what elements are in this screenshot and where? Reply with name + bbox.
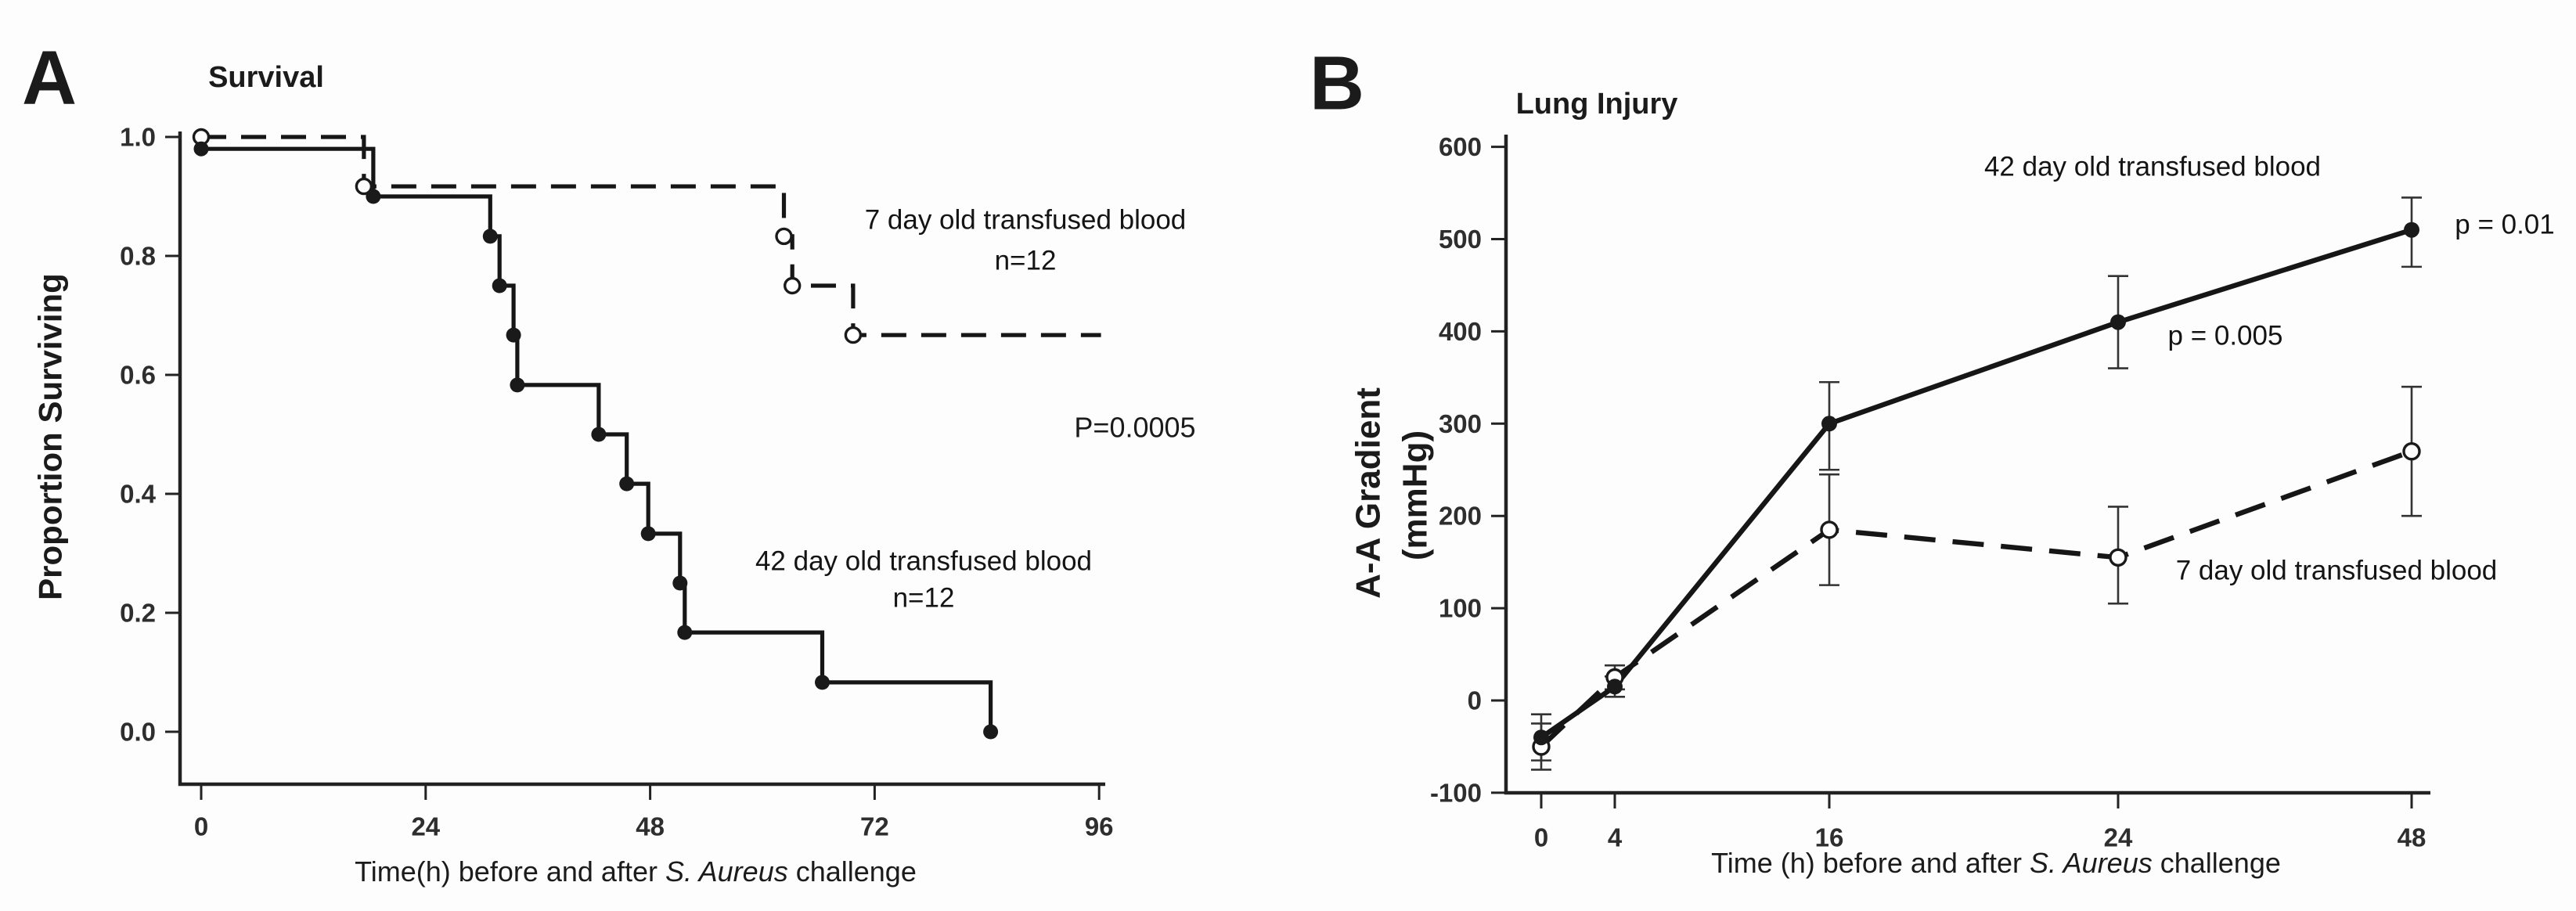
- open-circle: [2109, 548, 2127, 567]
- panel-a-y-axis-title: Proportion Surviving: [32, 273, 69, 600]
- y-tick-label: 100: [1439, 594, 1482, 623]
- filled-circle: [591, 427, 607, 442]
- panel-b-x-axis-title: Time (h) before and after S. Aureus chal…: [1711, 847, 2281, 879]
- p-label-24h: p = 0.005: [2168, 321, 2283, 351]
- p-value-label: P=0.0005: [1074, 412, 1195, 444]
- p-label-48h: p = 0.01: [2455, 210, 2554, 240]
- y-tick-label: 600: [1439, 132, 1482, 161]
- panel-b-title: Lung Injury: [1516, 88, 1678, 121]
- panel-a-x-title-prefix: Time(h) before and after: [355, 855, 665, 888]
- filled-circle: [510, 377, 525, 393]
- panel-a-axes: [178, 131, 1105, 787]
- panel-b-y-axis-title-line2: (mmHg): [1396, 430, 1435, 560]
- x-tick-label: 72: [860, 812, 889, 841]
- open-circle: [2402, 442, 2421, 461]
- panel-a-title: Survival: [208, 61, 324, 94]
- y-tick-label: 0.2: [120, 599, 156, 628]
- x-tick-label: 0: [194, 812, 208, 841]
- x-tick-label: 0: [1534, 823, 1548, 852]
- open-circle: [844, 326, 863, 344]
- y-tick-label: 200: [1439, 502, 1482, 531]
- survival-panel: A Survival Proportion Surviving 1.0 0.8 0.…: [22, 35, 1196, 888]
- filled-circle: [1821, 416, 1837, 432]
- filled-circle: [482, 229, 498, 244]
- x-tick-label: 96: [1085, 812, 1114, 841]
- y-tick-label: 0.0: [120, 718, 156, 747]
- open-circle: [784, 276, 802, 295]
- y-tick-label: 400: [1439, 317, 1482, 346]
- x-tick-label: 24: [411, 812, 440, 841]
- y-tick-label: 300: [1439, 409, 1482, 438]
- filled-circle: [492, 278, 507, 293]
- panel-a-x-title-italic: S. Aureus: [665, 855, 788, 888]
- filled-circle: [640, 526, 656, 542]
- lung-injury-panel: B Lung Injury A-A Gradient (mmHg) 600 500…: [1310, 41, 2555, 879]
- series-label-42day: 42 day old transfused blood: [755, 546, 1092, 577]
- panel-a-letter: A: [22, 35, 77, 121]
- panel-b-plot-area: 600 500 400 300 200 100 0 -100 0 4 16 24 48: [1430, 132, 2430, 852]
- filled-circle: [677, 625, 693, 640]
- filled-circle: [1607, 679, 1623, 695]
- x-tick-label: 48: [636, 812, 665, 841]
- filled-circle: [2404, 221, 2419, 238]
- x-tick-label: 48: [2398, 823, 2426, 852]
- filled-circle: [2110, 314, 2126, 330]
- x-tick-label: 24: [2104, 823, 2133, 852]
- y-tick-label: 1.0: [120, 123, 156, 152]
- x-tick-label: 16: [1815, 823, 1844, 852]
- filled-circle: [815, 675, 830, 690]
- y-tick-label: 0: [1468, 686, 1482, 715]
- x-tick-label: 4: [1608, 823, 1623, 852]
- open-circle: [355, 177, 373, 196]
- line-42day: [1540, 227, 2412, 740]
- y-tick-label: 0.4: [120, 480, 157, 509]
- panel-b-x-title-suffix: challenge: [2153, 847, 2281, 879]
- series-label-7day-b: 7 day old transfused blood: [2176, 556, 2498, 586]
- line-7day: [1539, 448, 2413, 749]
- filled-circle: [193, 141, 209, 157]
- open-circle: [1820, 520, 1839, 539]
- panel-a-plot-area: 1.0 0.8 0.6 0.4 0.2 0.0 0 24 48 72 96: [120, 123, 1113, 841]
- panel-a-x-title-suffix: challenge: [788, 855, 917, 888]
- filled-circle: [506, 327, 521, 343]
- filled-circle: [366, 189, 381, 204]
- panel-b-axes: [1504, 135, 2430, 795]
- panel-a-x-axis-title: Time(h) before and after S. Aureus chall…: [355, 855, 917, 888]
- filled-circle: [619, 476, 635, 492]
- filled-circle: [983, 724, 999, 740]
- series-label-42day-n: n=12: [893, 583, 955, 614]
- y-tick-label: -100: [1430, 778, 1482, 807]
- open-circle: [775, 227, 793, 246]
- km-curve-7day: [201, 135, 1101, 337]
- y-tick-label: 500: [1439, 225, 1482, 254]
- y-tick-label: 0.6: [120, 361, 156, 390]
- series-label-42day-b: 42 day old transfused blood: [1984, 152, 2321, 182]
- filled-circle: [672, 575, 688, 591]
- series-label-7day: 7 day old transfused blood: [865, 205, 1187, 236]
- panel-b-letter: B: [1310, 41, 1364, 126]
- panel-b-y-axis-title-line1: A-A Gradient: [1349, 387, 1388, 599]
- panel-b-x-title-prefix: Time (h) before and after: [1711, 847, 2030, 879]
- filled-circle: [1533, 729, 1549, 746]
- panel-b-x-title-italic: S. Aureus: [2030, 847, 2153, 879]
- y-tick-label: 0.8: [120, 242, 156, 271]
- series-label-7day-n: n=12: [995, 246, 1057, 276]
